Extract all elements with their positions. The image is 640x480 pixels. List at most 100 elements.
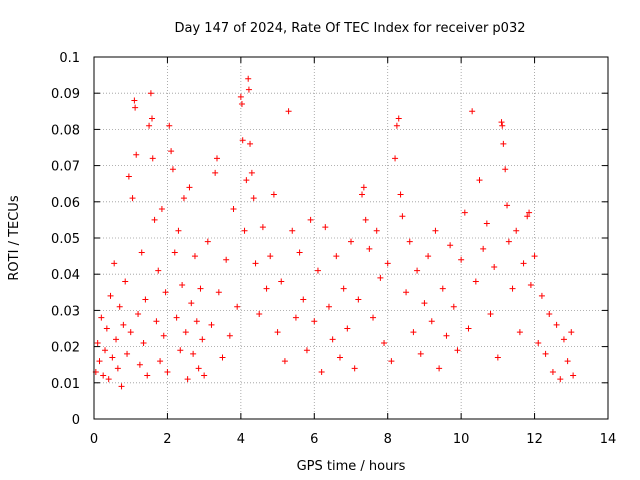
x-tick-label: 10 xyxy=(453,432,470,447)
data-point xyxy=(135,311,142,318)
data-point xyxy=(425,253,432,260)
data-point xyxy=(428,318,435,325)
data-point xyxy=(399,213,406,220)
data-point xyxy=(472,278,479,285)
data-point xyxy=(531,253,538,260)
data-point xyxy=(133,151,140,158)
y-axis-label: ROTI / TECUs xyxy=(7,195,22,280)
x-tick-label: 14 xyxy=(600,432,617,447)
data-point xyxy=(140,339,147,346)
y-tick-label: 0.09 xyxy=(51,87,80,102)
data-point xyxy=(151,216,158,223)
grid-lines xyxy=(94,57,608,419)
data-point xyxy=(526,209,533,216)
data-point xyxy=(553,321,560,328)
y-tick-labels: 0 0.01 0.02 0.03 0.04 0.05 0.06 0.07 0.08 0.09 0.1 xyxy=(51,51,80,428)
data-point xyxy=(234,303,241,310)
data-point xyxy=(395,115,402,122)
data-point xyxy=(116,303,123,310)
data-point xyxy=(465,325,472,332)
data-point xyxy=(483,220,490,227)
data-point xyxy=(127,329,134,336)
data-point xyxy=(102,347,109,354)
data-point xyxy=(296,249,303,256)
data-point xyxy=(114,365,121,372)
data-point xyxy=(239,137,246,144)
data-point xyxy=(226,332,233,339)
y-tick-label: 0.04 xyxy=(51,268,80,283)
data-point xyxy=(270,191,277,198)
data-point xyxy=(403,289,410,296)
data-point xyxy=(144,372,151,379)
data-point xyxy=(285,108,292,115)
data-point xyxy=(362,216,369,223)
data-point xyxy=(109,354,116,361)
y-tick-label: 0.1 xyxy=(59,51,80,66)
data-point xyxy=(502,166,509,173)
data-point xyxy=(311,318,318,325)
data-point xyxy=(300,296,307,303)
data-point xyxy=(113,336,120,343)
data-point xyxy=(157,358,164,365)
data-point xyxy=(250,195,257,202)
data-point xyxy=(213,155,220,162)
x-tick-label: 4 xyxy=(237,432,245,447)
data-point xyxy=(267,253,274,260)
data-point xyxy=(241,227,248,234)
data-point xyxy=(171,249,178,256)
data-point xyxy=(307,216,314,223)
data-point xyxy=(191,253,198,260)
data-point xyxy=(549,368,556,375)
y-tick-label: 0.01 xyxy=(51,377,80,392)
data-point xyxy=(142,296,149,303)
data-point xyxy=(520,260,527,267)
data-point xyxy=(204,238,211,245)
data-point xyxy=(377,274,384,281)
data-point xyxy=(498,119,505,126)
data-point xyxy=(186,184,193,191)
data-point xyxy=(392,155,399,162)
data-point xyxy=(107,292,114,299)
data-point xyxy=(100,372,107,379)
data-point xyxy=(344,325,351,332)
data-point xyxy=(333,253,340,260)
data-point xyxy=(197,285,204,292)
data-point xyxy=(340,285,347,292)
data-point xyxy=(201,372,208,379)
x-tick-label: 0 xyxy=(90,432,98,447)
y-tick-label: 0 xyxy=(72,413,80,428)
data-point xyxy=(314,267,321,274)
data-point xyxy=(491,263,498,270)
data-point xyxy=(168,148,175,155)
data-point xyxy=(155,267,162,274)
data-point xyxy=(447,242,454,249)
data-point xyxy=(98,314,105,321)
data-point xyxy=(124,350,131,357)
y-tick-label: 0.03 xyxy=(51,304,80,319)
data-point xyxy=(494,354,501,361)
data-point xyxy=(195,365,202,372)
data-point xyxy=(243,177,250,184)
data-point xyxy=(381,339,388,346)
data-point xyxy=(370,314,377,321)
data-point xyxy=(436,365,443,372)
y-tick-label: 0.05 xyxy=(51,232,80,247)
data-point xyxy=(230,206,237,213)
data-point xyxy=(188,300,195,307)
data-point xyxy=(122,278,129,285)
data-point xyxy=(125,173,132,180)
data-point xyxy=(274,329,281,336)
data-point xyxy=(366,245,373,252)
data-point xyxy=(289,227,296,234)
data-point xyxy=(432,227,439,234)
data-point xyxy=(524,213,531,220)
data-point xyxy=(417,350,424,357)
data-point xyxy=(132,104,139,111)
data-point xyxy=(500,140,507,147)
plot-frame xyxy=(93,56,609,420)
data-point xyxy=(166,122,173,129)
data-point xyxy=(557,376,564,383)
data-point xyxy=(564,358,571,365)
data-point xyxy=(373,227,380,234)
